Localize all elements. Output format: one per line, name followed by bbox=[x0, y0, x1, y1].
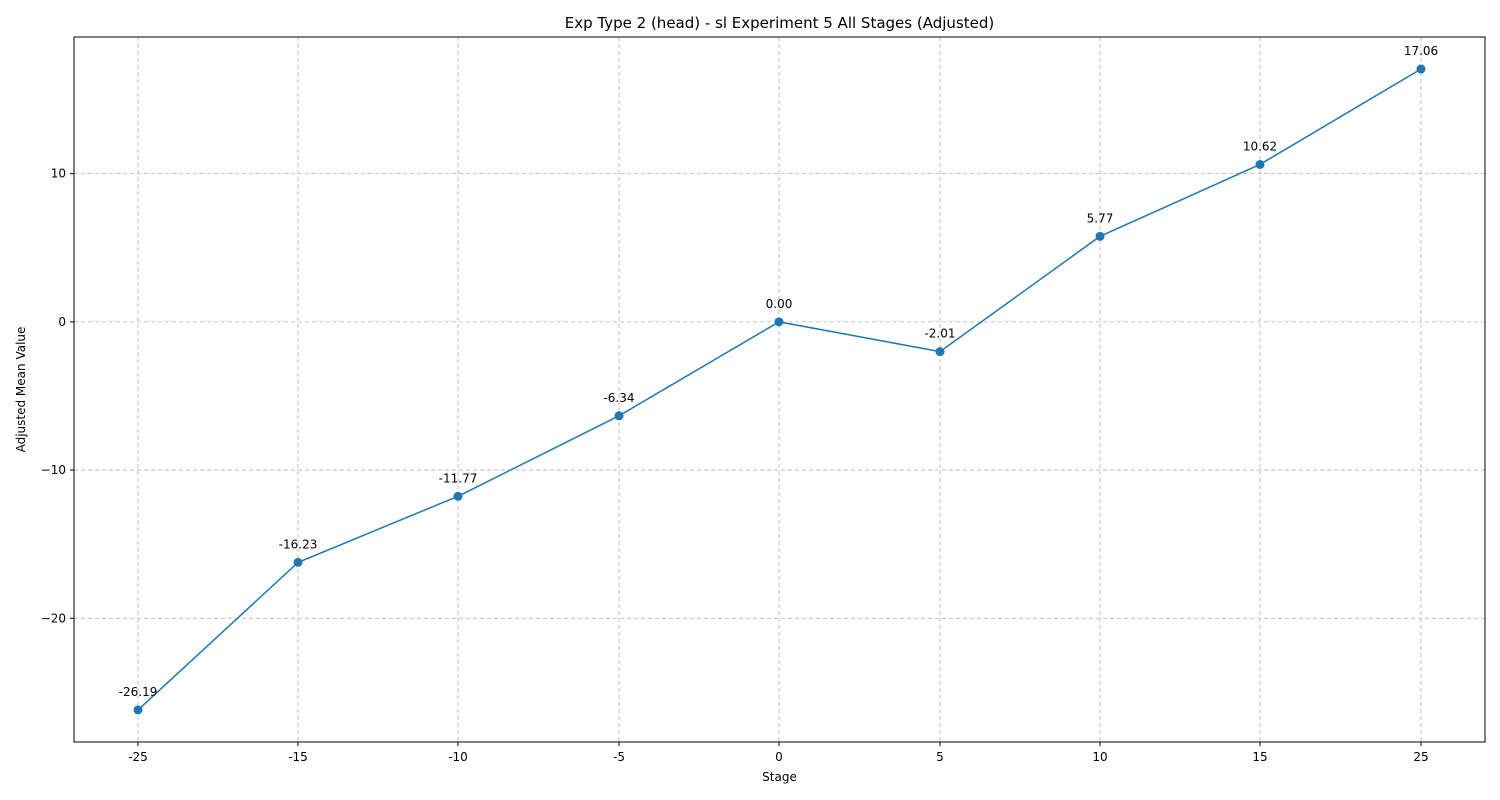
x-tick-label: 15 bbox=[1252, 750, 1267, 764]
x-tick-label: 0 bbox=[775, 750, 783, 764]
data-point-marker bbox=[935, 347, 945, 357]
data-label: -11.77 bbox=[439, 471, 478, 485]
y-tick-label: 0 bbox=[58, 315, 66, 329]
y-axis-label: Adjusted Mean Value bbox=[14, 327, 28, 453]
data-point-marker bbox=[1255, 159, 1265, 169]
data-label: -6.34 bbox=[603, 391, 634, 405]
chart-title: Exp Type 2 (head) - sl Experiment 5 All … bbox=[565, 14, 994, 32]
data-labels: -26.19 -16.23 -11.77 -6.34 0.00 -2.01 5.77 10.6… bbox=[119, 44, 1439, 699]
x-tick-label: 25 bbox=[1413, 750, 1428, 764]
series-line bbox=[137, 68, 1422, 711]
x-tick-label: 5 bbox=[936, 750, 944, 764]
data-point-marker bbox=[1095, 231, 1105, 241]
data-label: 0.00 bbox=[766, 297, 793, 311]
data-point-marker bbox=[293, 557, 303, 567]
data-label: 5.77 bbox=[1087, 211, 1114, 225]
data-label: 17.06 bbox=[1404, 44, 1438, 58]
data-label: -16.23 bbox=[279, 537, 318, 551]
y-tick-label: −10 bbox=[41, 463, 66, 477]
x-tick-label: -5 bbox=[613, 750, 625, 764]
data-point-marker bbox=[453, 491, 463, 501]
data-label: -26.19 bbox=[119, 685, 158, 699]
grid bbox=[74, 37, 1485, 742]
y-tick-label: −20 bbox=[41, 611, 66, 625]
x-tick-label: -25 bbox=[128, 750, 148, 764]
x-tick-label: -10 bbox=[448, 750, 468, 764]
data-label: 10.62 bbox=[1243, 139, 1277, 153]
axis-ticks: -25 -15 -10 -5 0 5 10 15 25 −20 −10 0 10 bbox=[41, 167, 1429, 764]
data-label: -2.01 bbox=[924, 327, 955, 341]
y-tick-label: 10 bbox=[51, 167, 66, 181]
data-point-marker bbox=[774, 317, 784, 327]
data-point-marker bbox=[614, 411, 624, 421]
x-tick-label: 10 bbox=[1092, 750, 1107, 764]
data-point-marker bbox=[1416, 64, 1426, 74]
x-axis-label: Stage bbox=[762, 770, 797, 784]
series bbox=[133, 64, 1426, 715]
data-point-marker bbox=[133, 705, 143, 715]
plot-area-frame bbox=[73, 36, 1486, 743]
x-tick-label: -15 bbox=[288, 750, 308, 764]
